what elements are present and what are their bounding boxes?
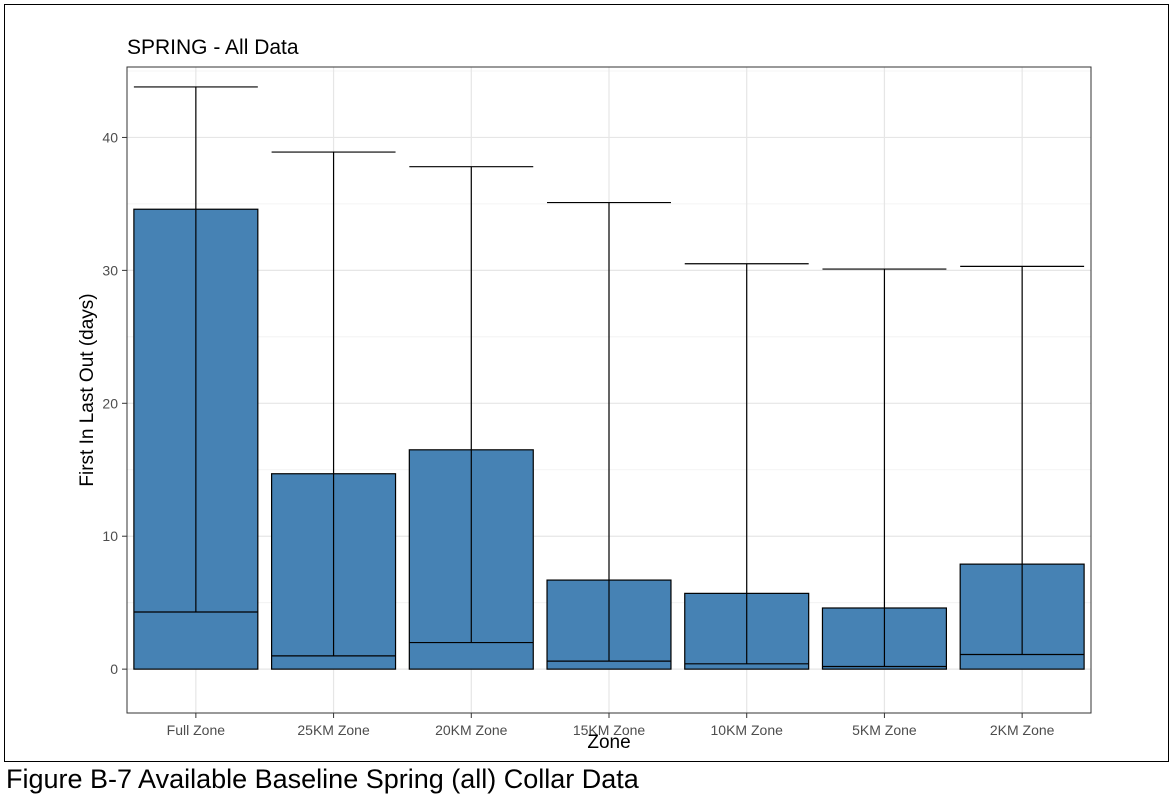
error-bar (133, 86, 258, 613)
y-axis: 0 10 20 30 40 (102, 129, 127, 677)
figure-caption: Figure B-7 Available Baseline Spring (al… (6, 764, 639, 794)
x-tick-label: 15KM Zone (573, 722, 646, 738)
x-axis-label: Zone (587, 732, 630, 753)
chart: SPRING - All Data 0 10 20 30 40 Full Zone 25K… (77, 36, 1092, 753)
x-tick-label: 25KM Zone (297, 722, 370, 738)
figure-frame: SPRING - All Data 0 10 20 30 40 Full Zone 25K… (4, 4, 1169, 762)
x-axis: Full Zone 25KM Zone 20KM Zone 15KM Zone 10KM… (167, 713, 1055, 738)
error-bar (960, 265, 1085, 656)
x-tick-label: Full Zone (167, 722, 226, 738)
error-bar (822, 268, 947, 668)
x-tick-label: 5KM Zone (852, 722, 917, 738)
error-bar (409, 166, 534, 644)
plot-panel (126, 66, 1092, 714)
y-tick-label: 30 (102, 262, 118, 278)
x-tick-label: 20KM Zone (435, 722, 508, 738)
y-tick-label: 10 (102, 528, 118, 544)
x-tick-label: 2KM Zone (990, 722, 1055, 738)
y-axis-label: First In Last Out (days) (77, 293, 98, 486)
x-tick-label: 10KM Zone (711, 722, 784, 738)
y-tick-label: 0 (110, 661, 118, 677)
y-tick-label: 40 (102, 129, 118, 145)
y-tick-label: 20 (102, 395, 118, 411)
error-bar (684, 263, 809, 665)
chart-title: SPRING - All Data (127, 36, 299, 59)
error-bars (133, 86, 1085, 668)
error-bar (271, 151, 396, 657)
error-bar (547, 201, 671, 662)
